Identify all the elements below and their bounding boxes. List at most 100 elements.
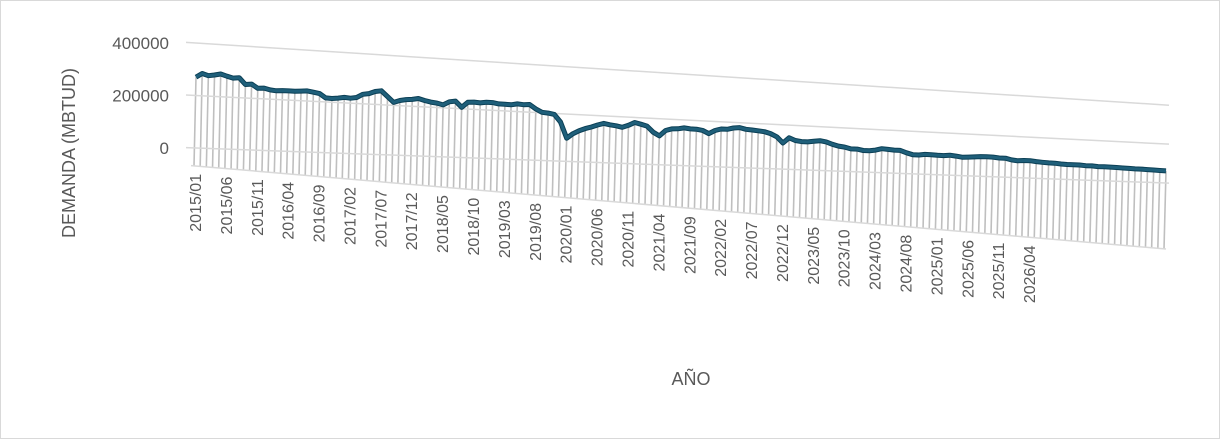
drop-line [990,157,994,235]
drop-line [570,133,574,199]
drop-line [712,130,716,211]
drop-line [335,98,339,179]
drop-line [835,146,840,222]
drop-line [1107,167,1112,245]
drop-line [514,103,519,194]
x-tick-label: 2016/04 [281,182,298,240]
drop-line [971,156,976,233]
drop-line [508,104,512,193]
gridline [185,41,1170,106]
drop-line [1138,169,1143,247]
x-tick-label: 2023/05 [806,227,823,285]
x-tick-label: 2015/11 [250,179,267,236]
x-tick-label: 2022/12 [775,224,792,282]
drop-line [582,128,587,200]
drop-line [885,149,889,226]
x-tick-label: 2020/06 [590,208,607,266]
drop-line [1089,165,1093,243]
drop-line [520,104,525,195]
drop-line [261,88,265,172]
y-tick-label: 400000 [112,34,169,53]
drop-line [1150,169,1155,248]
drop-line [687,128,692,209]
drop-line [780,143,784,217]
drop-line [965,157,970,233]
drop-line [693,129,698,209]
drop-line [668,128,673,207]
drop-line [1021,160,1025,237]
y-tick-label: 0 [160,139,169,158]
drop-line [1132,168,1136,247]
drop-line [848,148,852,223]
drop-line [199,73,203,167]
drop-line [736,127,741,213]
drop-line [761,131,766,215]
gridline [185,146,1170,184]
drop-line [298,91,302,176]
drop-line [946,155,951,231]
drop-line [390,102,395,183]
x-tick-label: 2020/01 [559,206,576,264]
drop-line [576,130,580,199]
drop-line [1039,162,1044,239]
drop-line [1033,161,1038,238]
drop-line [613,125,617,202]
drop-line [724,129,729,212]
drop-line [242,84,247,171]
x-tick-label: 2025/06 [960,240,977,298]
drop-line [526,104,531,195]
x-tick-label: 2024/08 [899,235,916,293]
drop-line [866,150,871,224]
drop-line [996,157,1000,235]
drop-line [267,89,271,173]
drop-line [434,103,438,187]
x-tick-label: 2018/10 [466,198,483,256]
drop-line [551,114,556,197]
drop-line [909,154,914,228]
drop-line [872,150,877,225]
drop-line [495,103,500,192]
drop-line [854,149,858,223]
depth-drop-lines [193,73,1167,250]
drop-line [619,127,624,203]
drop-line [329,98,333,178]
drop-line [786,137,790,217]
drop-line [1002,158,1007,236]
drop-line [631,122,636,204]
drop-line [1045,162,1050,239]
x-tick-label: 2025/11 [991,243,1008,300]
drop-line [316,93,321,177]
drop-line [977,156,982,234]
drop-line [1014,160,1019,237]
drop-line [891,150,895,226]
drop-line [403,99,407,184]
drop-line [409,99,414,185]
drop-line [397,100,401,184]
drop-line [792,140,797,218]
drop-line [1101,166,1106,244]
drop-line [922,154,926,229]
drop-line [829,144,834,221]
drop-line [205,75,210,168]
drop-line [662,130,667,207]
drop-line [804,141,809,219]
drop-line [310,92,315,177]
drop-line [254,88,259,172]
x-tick-label: 2026/04 [1022,245,1039,303]
drop-line [384,96,389,183]
drop-line [1113,167,1118,245]
x-tick-label: 2017/07 [373,190,390,248]
drop-line [471,102,475,190]
x-tick-label: 2022/07 [744,221,761,279]
drop-line [928,154,933,229]
drop-line [1064,164,1068,241]
drop-line [656,135,661,206]
drop-line [1126,168,1130,246]
x-tick-label: 2017/12 [404,192,421,250]
drop-line [230,78,234,170]
x-tick-label: 2017/02 [343,187,360,245]
drop-line [755,130,760,215]
drop-line [1163,170,1167,250]
drop-line [304,90,309,176]
drop-line [811,141,815,219]
